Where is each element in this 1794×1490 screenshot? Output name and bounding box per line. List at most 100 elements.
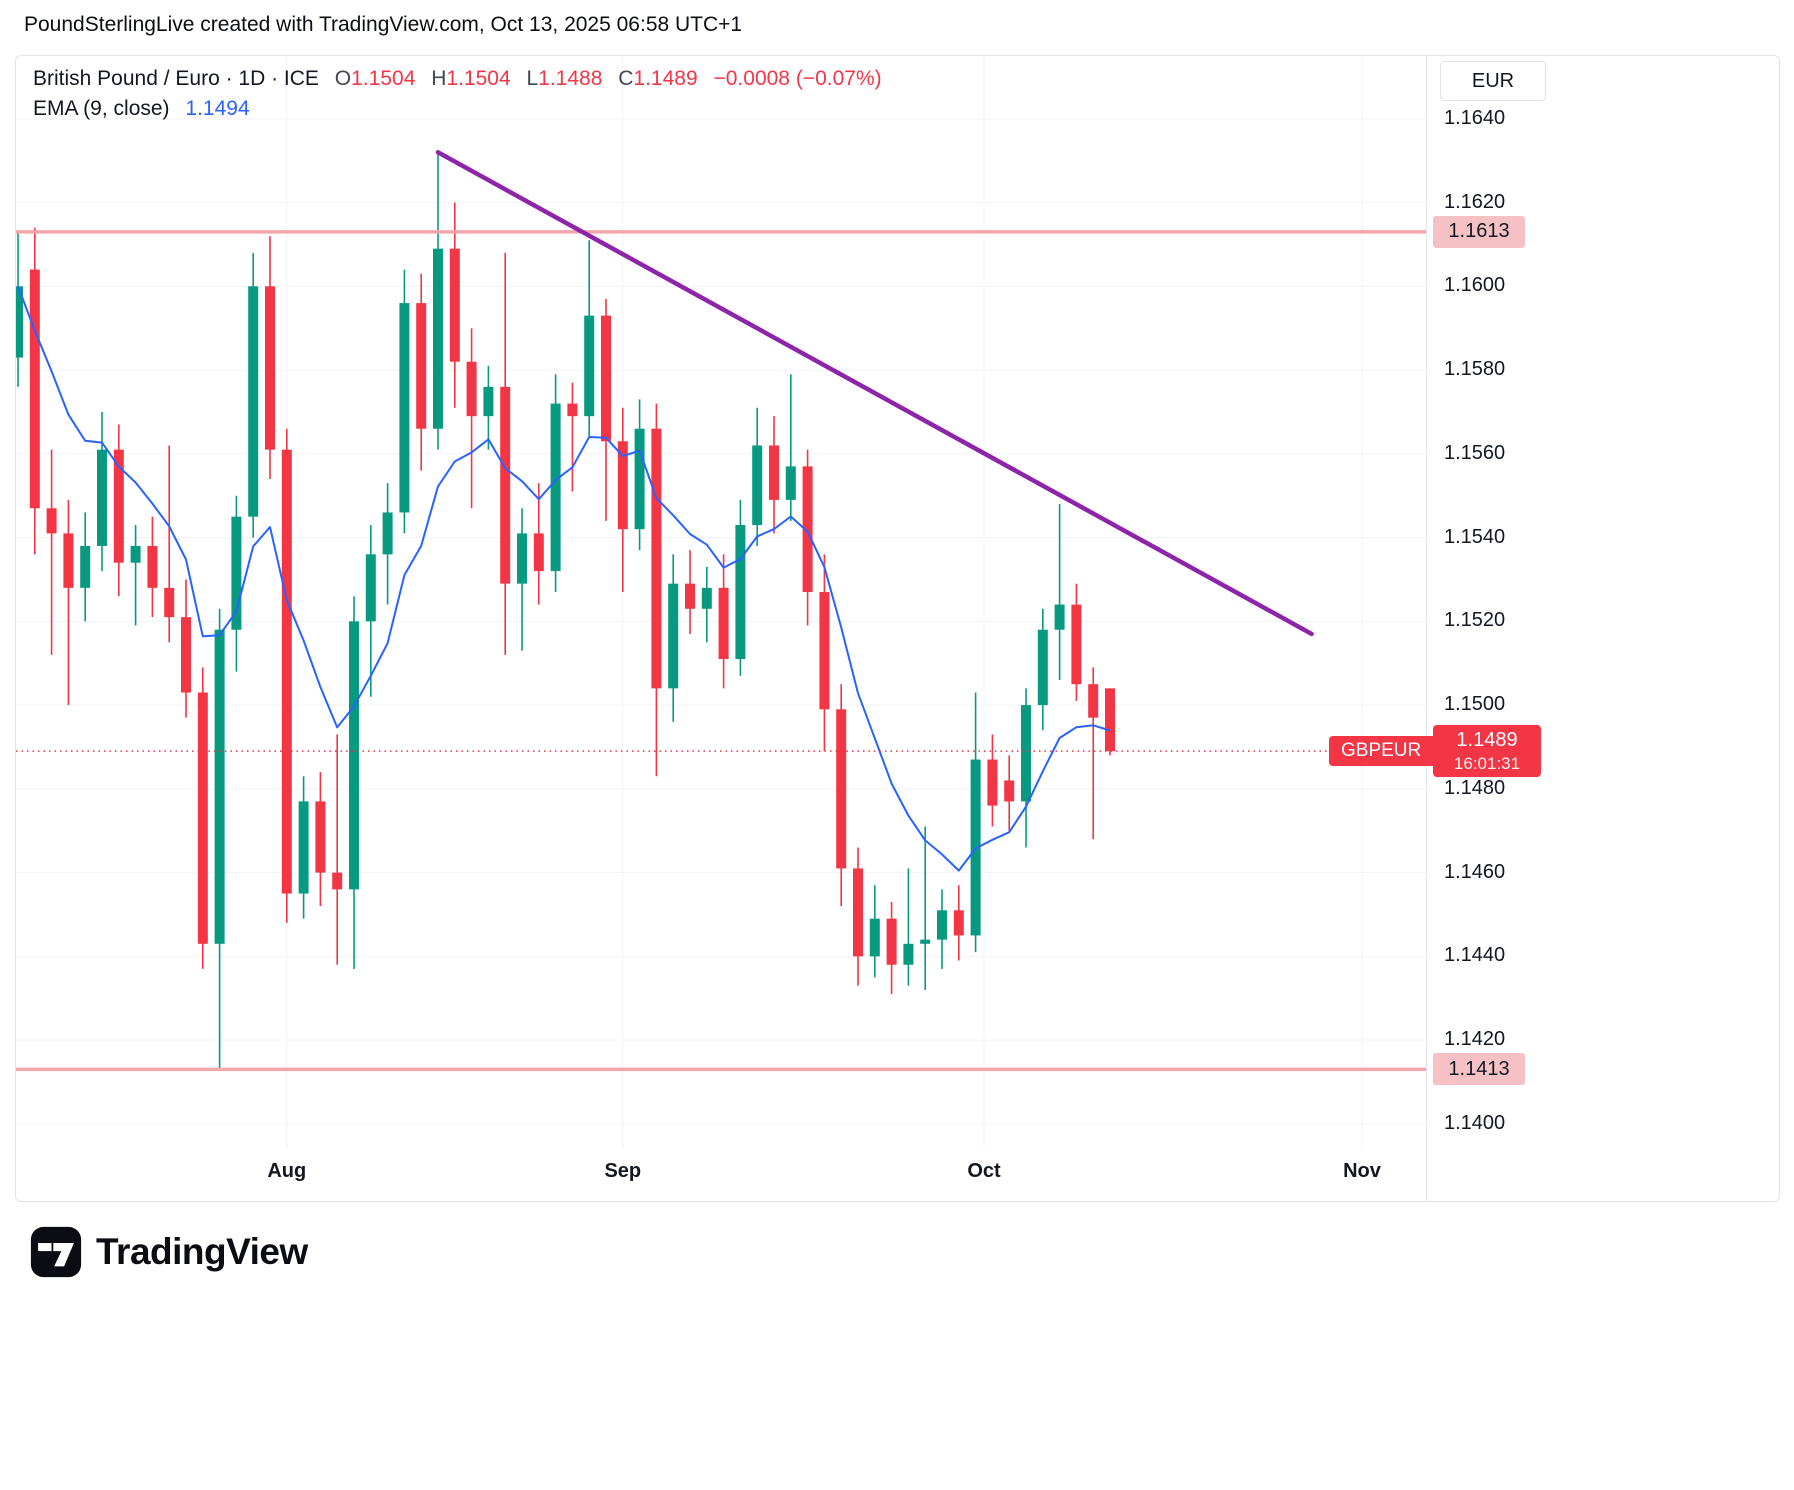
candle-body — [181, 617, 191, 693]
candle-body — [29, 269, 40, 509]
candle-body — [701, 587, 712, 609]
candle-body — [769, 445, 779, 500]
candle-body — [433, 248, 443, 429]
open-label: O — [334, 67, 352, 90]
candle-body — [517, 533, 527, 584]
price-axis-label: 1.1540 — [1444, 525, 1506, 548]
candle-body — [785, 466, 796, 500]
high-label: H — [431, 67, 447, 90]
candle-body — [63, 533, 74, 588]
candle-body — [987, 759, 998, 806]
close-label: C — [618, 67, 634, 90]
candle-body — [1021, 705, 1031, 802]
candle-body — [601, 315, 611, 442]
candle-body — [113, 449, 124, 563]
trendline[interactable] — [435, 150, 1314, 637]
chart-widget: British Pound / Euro · 1D · ICE O1.1504 … — [15, 55, 1780, 1202]
currency-button[interactable]: EUR — [1440, 61, 1546, 101]
page-title: PoundSterlingLive created with TradingVi… — [24, 13, 743, 36]
candle-body — [886, 918, 897, 965]
candle-body — [382, 512, 393, 555]
low-value: 1.1488 — [538, 67, 603, 90]
candle-body — [315, 801, 326, 873]
candle-body — [1004, 780, 1015, 802]
last-price-badge: 1.1489 16:01:31 — [1433, 725, 1541, 778]
candle-body — [147, 545, 158, 588]
candle-body — [365, 554, 376, 622]
ema-line[interactable] — [17, 285, 1111, 872]
candle-body — [16, 286, 23, 358]
chart-legend: British Pound / Euro · 1D · ICE O1.1504 … — [33, 64, 882, 124]
price-axis[interactable]: EUR 1.1640 1.1620 1.1600 1.1580 1.1560 1.1540… — [1426, 56, 1779, 1201]
price-axis-label: 1.1420 — [1444, 1028, 1506, 1051]
candle-body — [668, 583, 679, 689]
support-price-badge: 1.1413 — [1433, 1053, 1525, 1086]
price-axis-label: 1.1580 — [1444, 358, 1506, 381]
open-value: 1.1504 — [351, 67, 416, 90]
tradingview-logo-icon — [30, 1226, 82, 1278]
candle-body — [651, 428, 662, 689]
close-value: 1.1489 — [633, 67, 698, 90]
candle-body — [903, 943, 914, 965]
candle-body — [164, 587, 175, 618]
price-axis-label: 1.1440 — [1444, 944, 1506, 967]
candle-body — [197, 692, 208, 944]
candle-body — [819, 592, 830, 710]
candle-body — [449, 248, 460, 362]
candle-body — [349, 621, 359, 890]
price-chart-canvas[interactable] — [16, 56, 1426, 1149]
tradingview-logo-link[interactable]: TradingView — [30, 1226, 308, 1278]
time-axis-label-nov: Nov — [1343, 1160, 1381, 1182]
time-axis-label-oct: Oct — [967, 1160, 1001, 1182]
price-axis-label: 1.1560 — [1444, 441, 1506, 464]
candle-body — [483, 386, 494, 417]
symbol-title[interactable]: British Pound / Euro · 1D · ICE — [33, 67, 319, 90]
candle-body — [298, 801, 309, 894]
price-axis-label: 1.1520 — [1444, 609, 1506, 632]
candle-body — [248, 286, 259, 517]
candle-body — [46, 508, 57, 534]
candle-body — [584, 315, 595, 417]
ema-indicator-label[interactable]: EMA (9, close) — [33, 97, 170, 120]
candle-body — [1105, 688, 1115, 752]
candle-body — [466, 361, 477, 417]
resistance-price-badge: 1.1613 — [1433, 215, 1525, 248]
time-axis-label-sep: Sep — [604, 1160, 642, 1182]
tradingview-logo-text: TradingView — [96, 1231, 308, 1272]
candle-body — [533, 533, 544, 572]
candle-body — [416, 303, 427, 429]
price-axis-label: 1.1460 — [1444, 860, 1506, 883]
low-label: L — [526, 67, 539, 90]
price-axis-label: 1.1600 — [1444, 274, 1506, 297]
candle-body — [1088, 684, 1099, 718]
time-axis-label-aug: Aug — [267, 1160, 307, 1182]
candle-body — [1071, 604, 1082, 685]
candle-body — [97, 449, 107, 546]
candle-body — [802, 466, 813, 593]
symbol-price-tag: GBPEUR — [1329, 736, 1434, 767]
ema-indicator-value: 1.1494 — [185, 97, 250, 120]
candle-body — [735, 525, 746, 660]
candle-body — [853, 868, 863, 957]
price-axis-label: 1.1500 — [1444, 693, 1506, 716]
candle-body — [1054, 604, 1065, 630]
candle-body — [332, 872, 343, 890]
candle-body — [500, 386, 511, 584]
candle-body — [214, 629, 225, 944]
price-axis-label: 1.1640 — [1444, 106, 1506, 129]
candle-body — [80, 545, 91, 588]
candle-body — [937, 910, 947, 940]
candle-body — [718, 587, 729, 660]
last-price-value: 1.1489 — [1456, 729, 1518, 752]
candle-body — [1037, 629, 1048, 706]
change-value: −0.0008 (−0.07%) — [713, 67, 882, 90]
candle-body — [399, 303, 410, 513]
price-axis-label: 1.1620 — [1444, 190, 1506, 213]
candle-body — [836, 709, 847, 869]
price-axis-label: 1.1400 — [1444, 1111, 1506, 1134]
candle-body — [617, 441, 628, 530]
candle-body — [752, 445, 763, 526]
price-axis-label: 1.1480 — [1444, 776, 1506, 799]
candle-body — [953, 910, 964, 936]
